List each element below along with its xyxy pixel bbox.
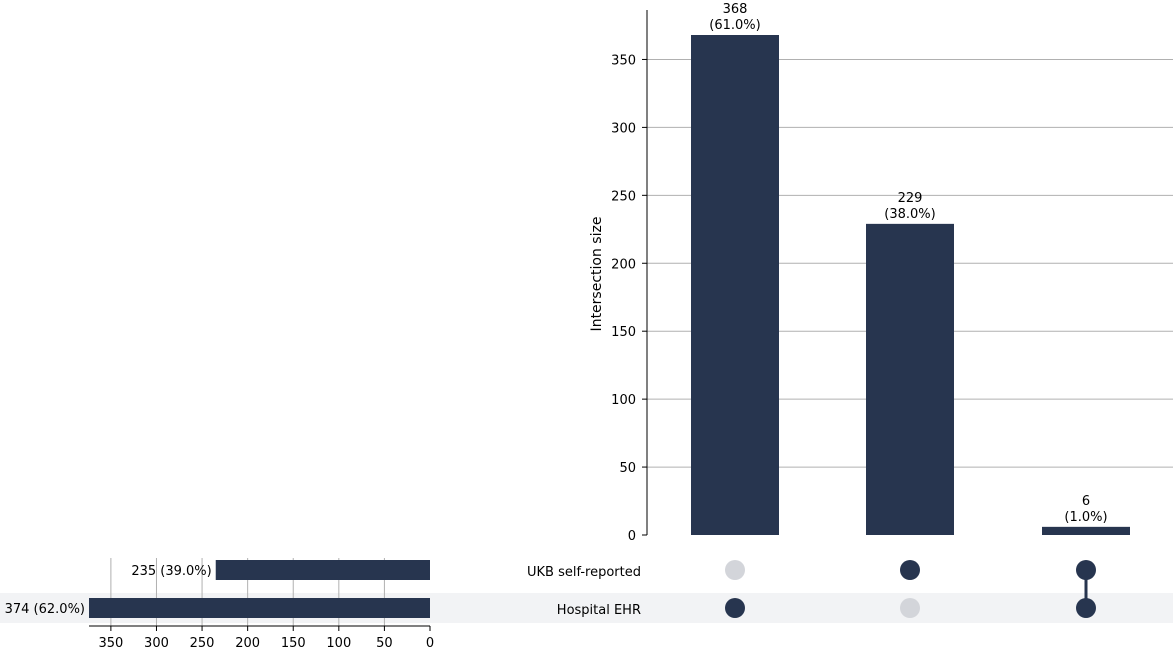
bar-count-label: 6 <box>1082 494 1090 509</box>
intersection-y-axis: Intersection size 0 50 100 150 200 250 300 350 <box>589 10 648 544</box>
bar-percent-label: (61.0%) <box>709 18 760 33</box>
y-tick-label: 200 <box>611 257 636 272</box>
y-tick-label: 100 <box>611 393 636 408</box>
x-tick-label: 350 <box>98 636 123 650</box>
y-tick-label: 300 <box>611 121 636 136</box>
matrix-dot-active <box>900 560 920 580</box>
gridlines <box>110 58 1173 626</box>
bar-count-label: 368 <box>723 2 748 17</box>
bar-percent-label: (1.0%) <box>1064 510 1107 525</box>
x-tick-label: 250 <box>190 636 215 650</box>
matrix-dot-active <box>1076 598 1096 618</box>
x-tick-label: 300 <box>144 636 169 650</box>
intersection-y-axis-label: Intersection size <box>589 217 605 332</box>
set-size-x-axis: 350 300 250 200 150 100 50 0 <box>89 625 434 650</box>
matrix-dot-inactive <box>900 598 920 618</box>
x-tick-label: 150 <box>281 636 306 650</box>
set-size-bars: 235 (39.0%) 374 (62.0%) <box>5 560 430 618</box>
membership-matrix <box>725 560 1096 618</box>
x-tick-label: 200 <box>235 636 260 650</box>
set-names: UKB self-reported Hospital EHR <box>527 565 641 618</box>
intersection-bar <box>866 223 954 535</box>
y-tick-label: 0 <box>628 529 636 544</box>
y-tick-label: 350 <box>611 53 636 68</box>
matrix-dot-active <box>725 598 745 618</box>
x-tick-label: 100 <box>326 636 351 650</box>
matrix-dot-inactive <box>725 560 745 580</box>
y-tick-label: 150 <box>611 325 636 340</box>
bar-count-label: 229 <box>898 191 923 206</box>
bar-percent-label: (38.0%) <box>884 207 935 222</box>
set-size-bar <box>89 598 430 618</box>
set-name-label: UKB self-reported <box>527 565 641 580</box>
set-size-bar <box>215 560 430 580</box>
matrix-dot-active <box>1076 560 1096 580</box>
x-tick-label: 50 <box>376 636 393 650</box>
intersection-bar <box>691 35 779 535</box>
y-tick-label: 250 <box>611 189 636 204</box>
x-tick-label: 0 <box>426 636 434 650</box>
set-size-label: 235 (39.0%) <box>131 564 211 579</box>
set-size-label: 374 (62.0%) <box>5 602 85 617</box>
set-name-label: Hospital EHR <box>557 603 641 618</box>
intersection-bar <box>1042 526 1130 535</box>
y-tick-label: 50 <box>619 461 636 476</box>
intersection-bars: 368(61.0%) 229(38.0%) 6(1.0%) <box>691 2 1130 535</box>
